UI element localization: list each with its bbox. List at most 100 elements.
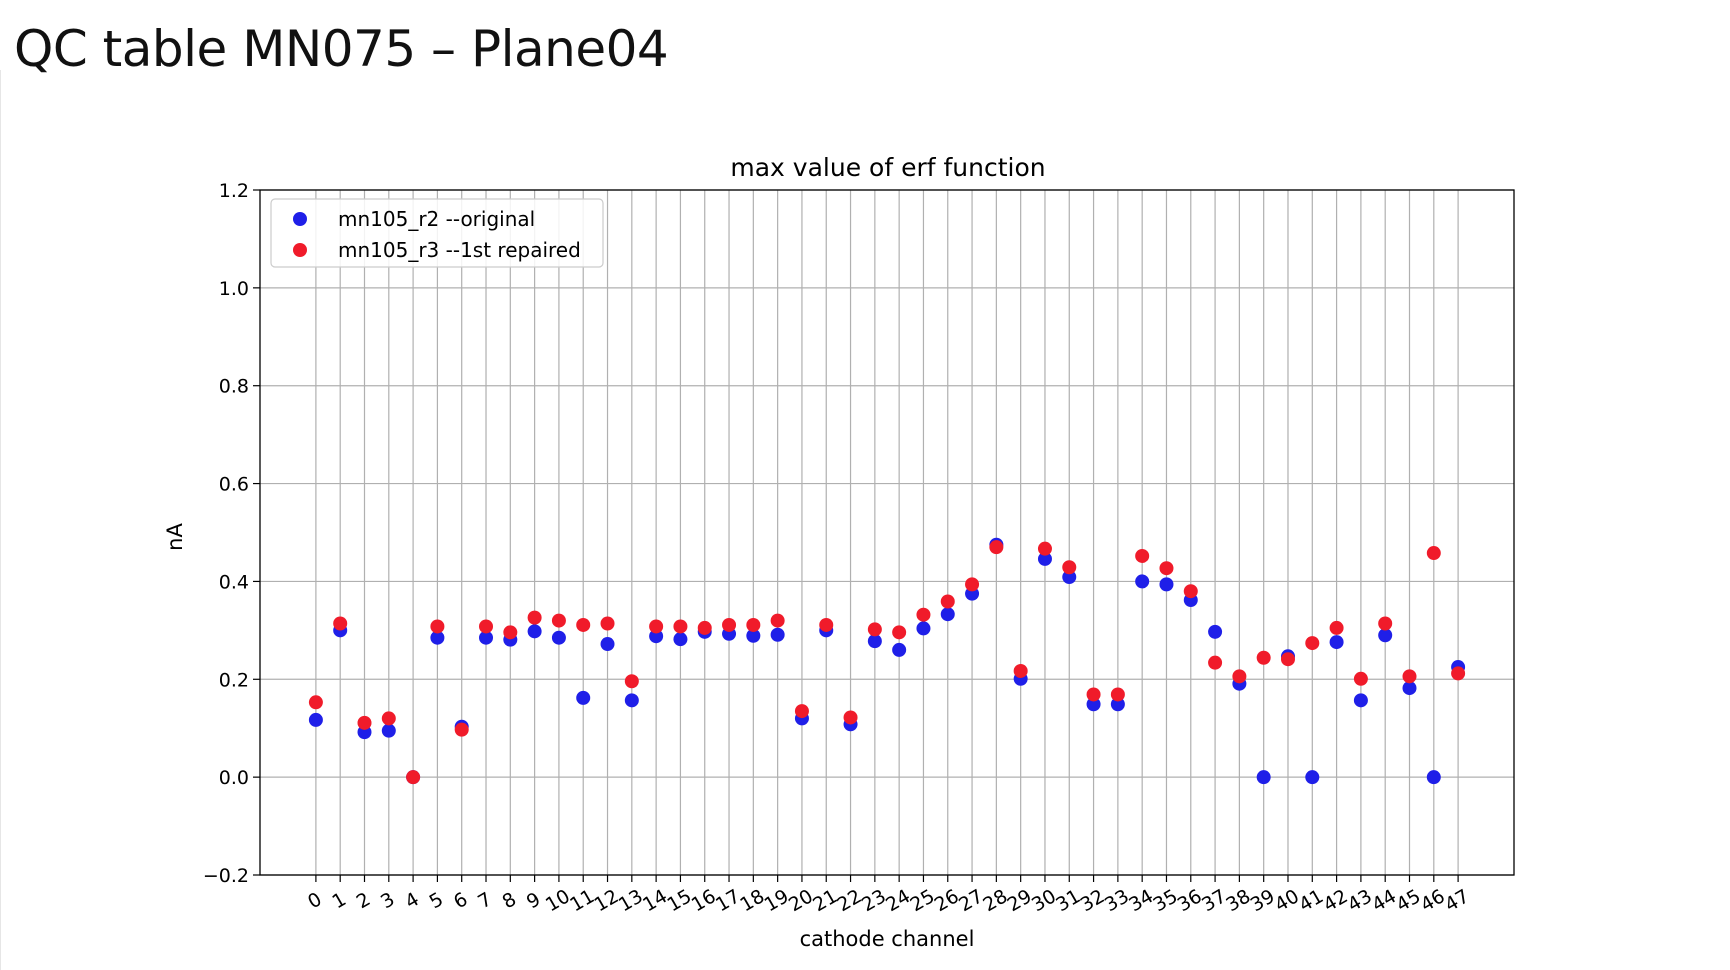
x-tick-label: 47 xyxy=(1441,885,1473,916)
data-point-series-2 xyxy=(576,617,591,632)
x-tick-label: 9 xyxy=(523,888,544,913)
data-point-series-2 xyxy=(381,711,396,726)
data-point-series-1 xyxy=(308,712,323,727)
y-tick-label: 0.0 xyxy=(219,767,249,789)
data-point-series-1 xyxy=(1135,574,1150,589)
data-point-series-2 xyxy=(1280,652,1295,667)
legend-box xyxy=(270,198,604,268)
data-point-series-2 xyxy=(697,620,712,635)
data-point-series-1 xyxy=(1086,697,1101,712)
data-point-series-2 xyxy=(551,613,566,628)
y-tick-label: 1.2 xyxy=(219,180,249,202)
data-point-series-1 xyxy=(892,642,907,657)
slide-left-border xyxy=(0,70,1,970)
data-point-series-1 xyxy=(770,627,785,642)
legend-label: mn105_r2 --original xyxy=(338,207,535,231)
data-point-series-2 xyxy=(1451,666,1466,681)
data-point-series-1 xyxy=(1159,577,1174,592)
data-point-series-1 xyxy=(649,629,664,644)
x-tick-label: 3 xyxy=(377,888,398,913)
y-axis: −0.2 0.0 0.2 0.4 0.6 0.8 1.0 1.2 xyxy=(203,180,260,887)
data-point-series-1 xyxy=(479,630,494,645)
y-tick-label: 0.8 xyxy=(219,376,249,398)
data-point-series-2 xyxy=(479,619,494,634)
data-point-series-1 xyxy=(1256,770,1271,785)
x-tick-label: 6 xyxy=(450,888,471,913)
data-point-series-1 xyxy=(430,630,445,645)
data-point-series-2 xyxy=(940,594,955,609)
data-point-series-2 xyxy=(649,619,664,634)
data-point-series-2 xyxy=(624,674,639,689)
data-point-series-2 xyxy=(406,770,421,785)
plot-grid xyxy=(260,189,1514,876)
data-point-series-1 xyxy=(940,607,955,622)
data-point-series-2 xyxy=(1135,548,1150,563)
data-point-series-2 xyxy=(503,625,518,640)
data-point-series-1 xyxy=(600,637,615,652)
data-point-series-2 xyxy=(794,704,809,719)
x-tick-label: 7 xyxy=(474,888,495,913)
data-point-series-1 xyxy=(576,690,591,705)
y-tick-label: 0.4 xyxy=(219,571,249,593)
y-tick-label: 1.0 xyxy=(219,278,249,300)
data-point-series-2 xyxy=(843,710,858,725)
slide-title: QC table MN075 – Plane04 xyxy=(14,20,669,78)
data-point-series-2 xyxy=(916,607,931,622)
data-point-series-2 xyxy=(1183,584,1198,599)
data-point-series-2 xyxy=(1426,546,1441,561)
x-tick-label: 4 xyxy=(401,888,422,913)
data-point-series-2 xyxy=(989,540,1004,555)
data-point-series-2 xyxy=(1232,669,1247,684)
data-point-series-1 xyxy=(867,634,882,649)
data-point-series-2 xyxy=(1110,687,1125,702)
data-point-series-1 xyxy=(746,628,761,643)
data-point-series-1 xyxy=(1426,770,1441,785)
data-point-series-1 xyxy=(1110,697,1125,712)
data-point-series-2 xyxy=(722,617,737,632)
data-point-series-2 xyxy=(1062,560,1077,575)
data-point-series-2 xyxy=(454,722,469,737)
data-point-series-2 xyxy=(819,617,834,632)
legend-marker xyxy=(293,212,307,226)
y-tick-label: 0.2 xyxy=(219,669,249,691)
data-point-series-2 xyxy=(1086,687,1101,702)
data-point-series-2 xyxy=(673,619,688,634)
chart-title: max value of erf function xyxy=(730,153,1045,182)
data-point-series-2 xyxy=(527,610,542,625)
data-point-series-2 xyxy=(1353,671,1368,686)
data-point-series-1 xyxy=(1353,693,1368,708)
data-point-series-1 xyxy=(673,632,688,647)
data-point-series-2 xyxy=(1378,616,1393,631)
data-point-series-2 xyxy=(1305,636,1320,651)
data-point-series-1 xyxy=(1208,624,1223,639)
data-point-series-2 xyxy=(1402,669,1417,684)
data-point-series-2 xyxy=(600,616,615,631)
data-point-series-2 xyxy=(1256,650,1271,665)
y-tick-label: −0.2 xyxy=(203,865,249,887)
data-point-series-1 xyxy=(1305,770,1320,785)
data-point-series-1 xyxy=(1378,628,1393,643)
data-point-series-2 xyxy=(1208,655,1223,670)
x-tick-label: 5 xyxy=(426,888,447,913)
data-point-series-2 xyxy=(430,619,445,634)
x-tick-label: 1 xyxy=(328,888,349,913)
x-tick-label: 2 xyxy=(353,888,374,913)
data-point-series-1 xyxy=(1402,681,1417,696)
data-point-series-1 xyxy=(381,723,396,738)
data-point-series-1 xyxy=(916,621,931,636)
data-point-series-2 xyxy=(867,622,882,637)
plot-frame xyxy=(259,189,1515,876)
data-point-series-2 xyxy=(965,577,980,592)
data-point-series-1 xyxy=(551,630,566,645)
data-points xyxy=(308,537,1466,785)
x-axis: 0 1 2 3 4 5 6 7 8 9101112131415161718192021222324… xyxy=(304,875,1473,916)
legend-marker xyxy=(293,243,307,257)
data-point-series-1 xyxy=(624,693,639,708)
data-point-series-1 xyxy=(527,624,542,639)
data-point-series-2 xyxy=(1013,663,1028,678)
data-point-series-2 xyxy=(1037,541,1052,556)
y-axis-label: nA xyxy=(163,523,187,551)
x-tick-label: 8 xyxy=(499,888,520,913)
data-point-series-2 xyxy=(770,613,785,628)
